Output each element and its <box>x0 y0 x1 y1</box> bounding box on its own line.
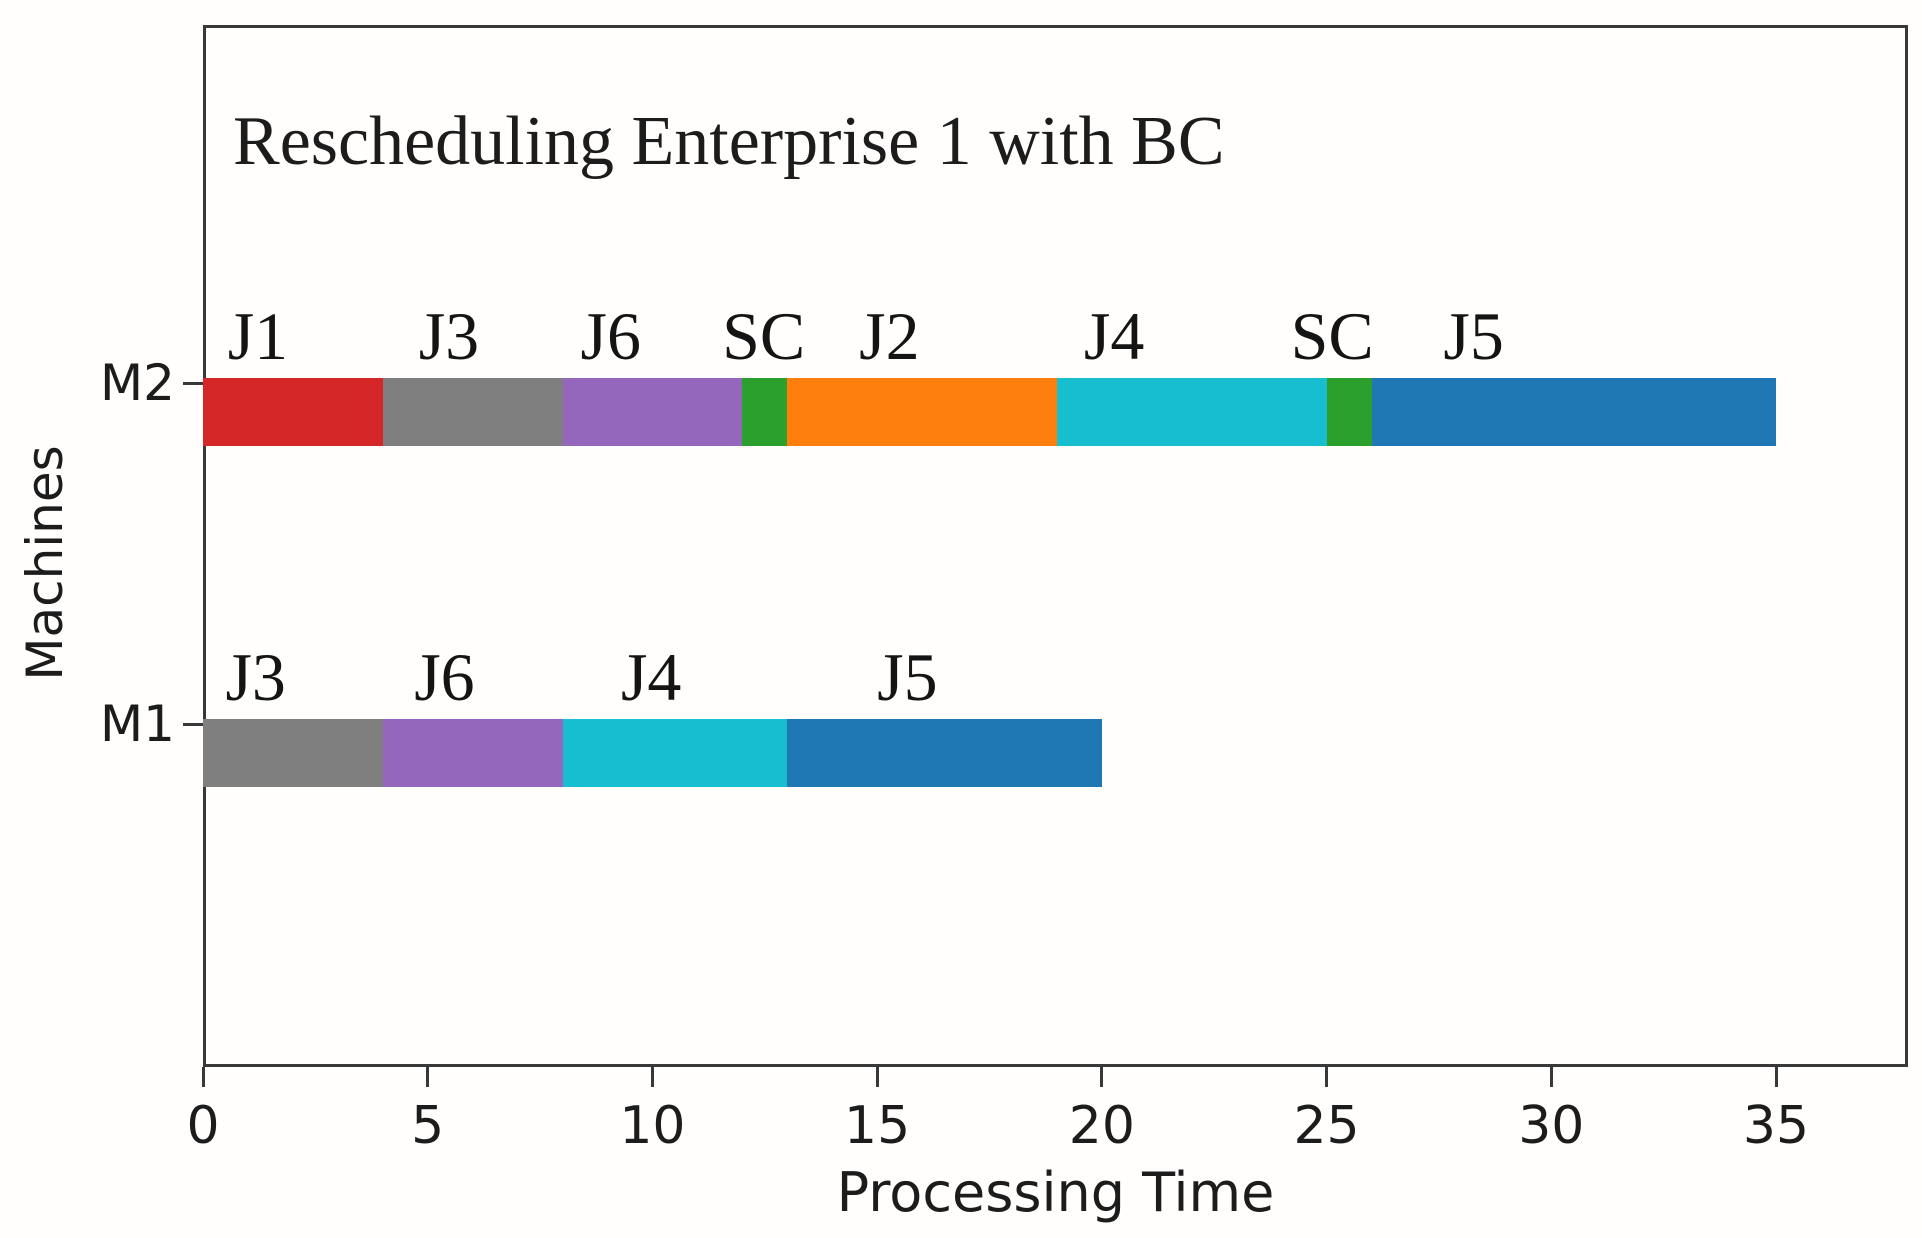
bar-segment-m2-sc <box>1326 378 1372 446</box>
job-label-m1-j5: J5 <box>877 639 938 715</box>
x-tick-label-25: 25 <box>1293 1096 1360 1156</box>
y-tick-m2 <box>183 382 203 385</box>
x-tick-label-5: 5 <box>411 1096 445 1156</box>
y-tick-label-m2: M2 <box>100 354 175 412</box>
chart-title: Rescheduling Enterprise 1 with BC <box>233 103 1225 180</box>
job-label-m1-j6: J6 <box>414 639 475 715</box>
x-tick-10 <box>650 1067 654 1087</box>
bar-segment-m2-sc <box>742 378 788 446</box>
job-label-m2-j6: J6 <box>580 298 641 374</box>
x-tick-20 <box>1100 1067 1104 1087</box>
x-tick-0 <box>201 1067 205 1087</box>
bar-segment-m2-j6 <box>562 378 743 446</box>
job-label-m2-j5: J5 <box>1443 298 1504 374</box>
job-label-m1-j4: J4 <box>620 639 682 715</box>
bar-segment-m2-j3 <box>382 378 563 446</box>
job-label-m2-sc: SC <box>1290 298 1374 374</box>
y-tick-m1 <box>183 723 203 726</box>
x-tick-label-0: 0 <box>186 1096 220 1156</box>
x-tick-label-35: 35 <box>1742 1096 1810 1156</box>
x-tick-35 <box>1774 1067 1778 1087</box>
y-axis-label: Machines <box>16 445 74 681</box>
job-label-m2-sc: SC <box>722 298 806 374</box>
bar-segment-m1-j3 <box>203 719 383 787</box>
x-tick-label-30: 30 <box>1518 1096 1585 1156</box>
x-tick-5 <box>426 1067 430 1087</box>
y-tick-label-m1: M1 <box>100 695 175 753</box>
job-label-m1-j3: J3 <box>225 639 286 715</box>
plot-area <box>203 25 1908 1067</box>
job-label-m2-j2: J2 <box>859 298 920 374</box>
x-tick-label-15: 15 <box>844 1096 911 1156</box>
bar-segment-m1-j4 <box>562 719 788 787</box>
x-tick-15 <box>875 1067 879 1087</box>
x-tick-30 <box>1549 1067 1553 1087</box>
bar-segment-m2-j2 <box>787 378 1057 446</box>
job-label-m2-j4: J4 <box>1083 298 1145 374</box>
bar-segment-m2-j5 <box>1371 378 1776 446</box>
job-label-m2-j1: J1 <box>227 298 289 374</box>
x-axis-label: Processing Time <box>836 1161 1275 1224</box>
bar-segment-m1-j5 <box>787 719 1102 787</box>
bar-segment-m1-j6 <box>382 719 563 787</box>
job-label-m2-j3: J3 <box>418 298 480 374</box>
x-tick-label-10: 10 <box>619 1096 686 1156</box>
bar-segment-m2-j1 <box>203 378 383 446</box>
x-tick-25 <box>1325 1067 1329 1087</box>
x-tick-label-20: 20 <box>1068 1096 1135 1156</box>
bar-segment-m2-j4 <box>1056 378 1327 446</box>
